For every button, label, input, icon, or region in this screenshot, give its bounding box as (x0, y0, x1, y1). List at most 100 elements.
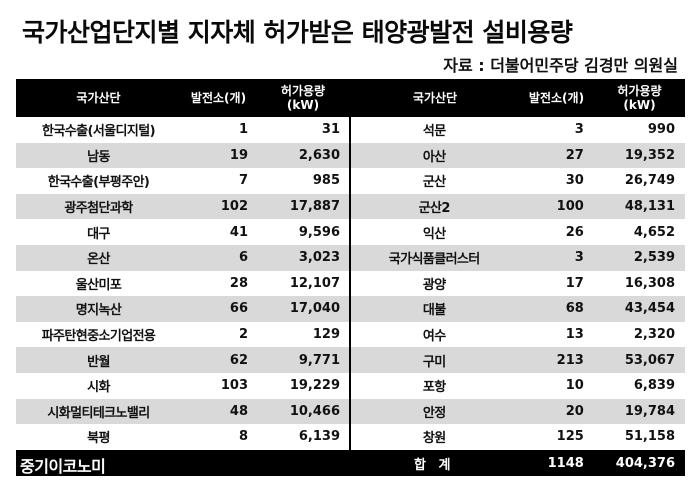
complex-name: 아산 (422, 149, 446, 165)
complex-name: 군산 (422, 175, 446, 191)
table-row: 군산2 100 48,131 (351, 193, 685, 220)
complex-name: 여수 (422, 329, 446, 345)
plant-count: 66 (229, 301, 248, 317)
table-row: 시화 103 19,229 (16, 372, 350, 399)
complex-name: 광주첨단과학 (64, 201, 133, 217)
brand-logo-text: 중기이코노미 (20, 457, 106, 476)
table-row: 아산 27 19,352 (351, 142, 685, 169)
permitted-capacity: 19,229 (289, 378, 340, 394)
permitted-capacity: 4,652 (633, 224, 675, 240)
permitted-capacity: 10,466 (289, 403, 340, 419)
table-row: 여수 13 2,320 (351, 321, 685, 348)
permitted-capacity: 3,023 (298, 250, 340, 266)
permitted-capacity: 9,771 (298, 352, 340, 368)
footer-bar (16, 450, 351, 476)
table-row: 국가식품클러스터 3 2,539 (351, 244, 685, 271)
left-table-body: 한국수출(서울디지털) 1 31 남동 19 2,630 한국수출(부평주안) 7 985 광주첨… (16, 117, 350, 450)
complex-name: 석문 (422, 124, 446, 140)
table-row: 구미 213 53,067 (351, 347, 685, 373)
plant-count: 3 (574, 122, 584, 138)
complex-name: 북평 (87, 431, 110, 447)
plant-count: 103 (220, 378, 248, 394)
permitted-capacity: 9,596 (298, 224, 340, 240)
plant-count: 28 (229, 275, 248, 291)
plant-count: 17 (565, 275, 584, 291)
page-title: 국가산업단지별 지자체 허가받은 태양광발전 설비용량 (22, 18, 573, 47)
plant-count: 10 (565, 378, 584, 394)
table-row: 파주탄현중소기업전용 2 129 (16, 321, 350, 348)
complex-name: 국가식품클러스터 (388, 252, 480, 268)
complex-name: 온산 (87, 252, 110, 268)
permitted-capacity: 2,320 (633, 327, 675, 343)
plant-count: 213 (556, 352, 584, 368)
complex-name: 구미 (422, 354, 446, 370)
table-row: 울산미포 28 12,107 (16, 270, 350, 297)
plant-count: 30 (565, 173, 584, 189)
permitted-capacity: 12,107 (289, 275, 340, 291)
source-credit: 자료 : 더불어민주당 김경만 의원실 (443, 56, 678, 75)
table-row: 석문 3 990 (351, 117, 685, 143)
permitted-capacity: 48,131 (624, 199, 675, 215)
header-complex-right: 국가산단 (412, 91, 458, 105)
table-row: 대불 68 43,454 (351, 296, 685, 322)
complex-name: 파주탄현중소기업전용 (41, 329, 156, 345)
plant-count: 7 (238, 173, 248, 189)
complex-name: 남동 (87, 149, 110, 165)
plant-count: 6 (238, 250, 248, 266)
plant-count: 41 (229, 224, 248, 240)
plant-count: 102 (220, 199, 248, 215)
total-capacity: 404,376 (615, 455, 675, 471)
right-table-body: 석문 3 990 아산 27 19,352 군산 30 26,749 군산2 100 48,131 익산… (351, 117, 685, 450)
plant-count: 2 (238, 327, 248, 343)
table-row: 시화멀티테크노밸리 48 10,466 (16, 398, 350, 425)
complex-name: 반월 (87, 354, 110, 370)
permitted-capacity: 31 (321, 122, 340, 138)
complex-name: 시화멀티테크노밸리 (47, 405, 150, 421)
table-row: 광주첨단과학 102 17,887 (16, 193, 350, 220)
plant-count: 19 (229, 147, 248, 163)
header-plants-left: 발전소(개) (190, 91, 247, 105)
complex-name: 안정 (422, 405, 446, 421)
complex-name: 창원 (422, 431, 446, 447)
plant-count: 13 (565, 327, 584, 343)
complex-name: 시화 (87, 380, 110, 396)
table-row: 포항 10 6,839 (351, 372, 685, 399)
permitted-capacity: 6,839 (633, 378, 675, 394)
permitted-capacity: 17,887 (289, 199, 340, 215)
plant-count: 20 (565, 403, 584, 419)
table-row: 광양 17 16,308 (351, 270, 685, 297)
permitted-capacity: 51,158 (624, 429, 675, 445)
permitted-capacity: 990 (647, 122, 675, 138)
permitted-capacity: 2,539 (633, 250, 675, 266)
plant-count: 100 (556, 199, 584, 215)
solar-capacity-table: 국가산단 발전소(개) 허가용량 (kW) 국가산단 발전소(개) 허가용량 (kW… (16, 79, 685, 476)
permitted-capacity: 16,308 (624, 275, 675, 291)
permitted-capacity: 6,139 (298, 429, 340, 445)
header-capacity-left: 허가용량 (kW) (280, 84, 326, 112)
header-complex-left: 국가산단 (76, 91, 121, 105)
plant-count: 62 (229, 352, 248, 368)
plant-count: 68 (565, 301, 584, 317)
plant-count: 27 (565, 147, 584, 163)
total-plants: 1148 (547, 455, 584, 471)
complex-name: 포항 (422, 380, 446, 396)
table-row: 한국수출(서울디지털) 1 31 (16, 117, 350, 143)
complex-name: 한국수출(서울디지털) (42, 124, 156, 140)
permitted-capacity: 2,630 (298, 147, 340, 163)
table-row: 남동 19 2,630 (16, 142, 350, 169)
permitted-capacity: 17,040 (289, 301, 340, 317)
plant-count: 26 (565, 224, 584, 240)
table-row: 대구 41 9,596 (16, 219, 350, 245)
complex-name: 대불 (422, 303, 446, 319)
plant-count: 48 (229, 403, 248, 419)
permitted-capacity: 19,352 (624, 147, 675, 163)
complex-name: 대구 (87, 226, 110, 242)
complex-name: 광양 (422, 277, 446, 293)
plant-count: 1 (238, 122, 248, 138)
table-row: 창원 125 51,158 (351, 424, 685, 450)
table-row: 온산 6 3,023 (16, 244, 350, 271)
permitted-capacity: 129 (312, 327, 340, 343)
plant-count: 3 (574, 250, 584, 266)
total-row: 합 계 1148 404,376 (351, 450, 685, 476)
